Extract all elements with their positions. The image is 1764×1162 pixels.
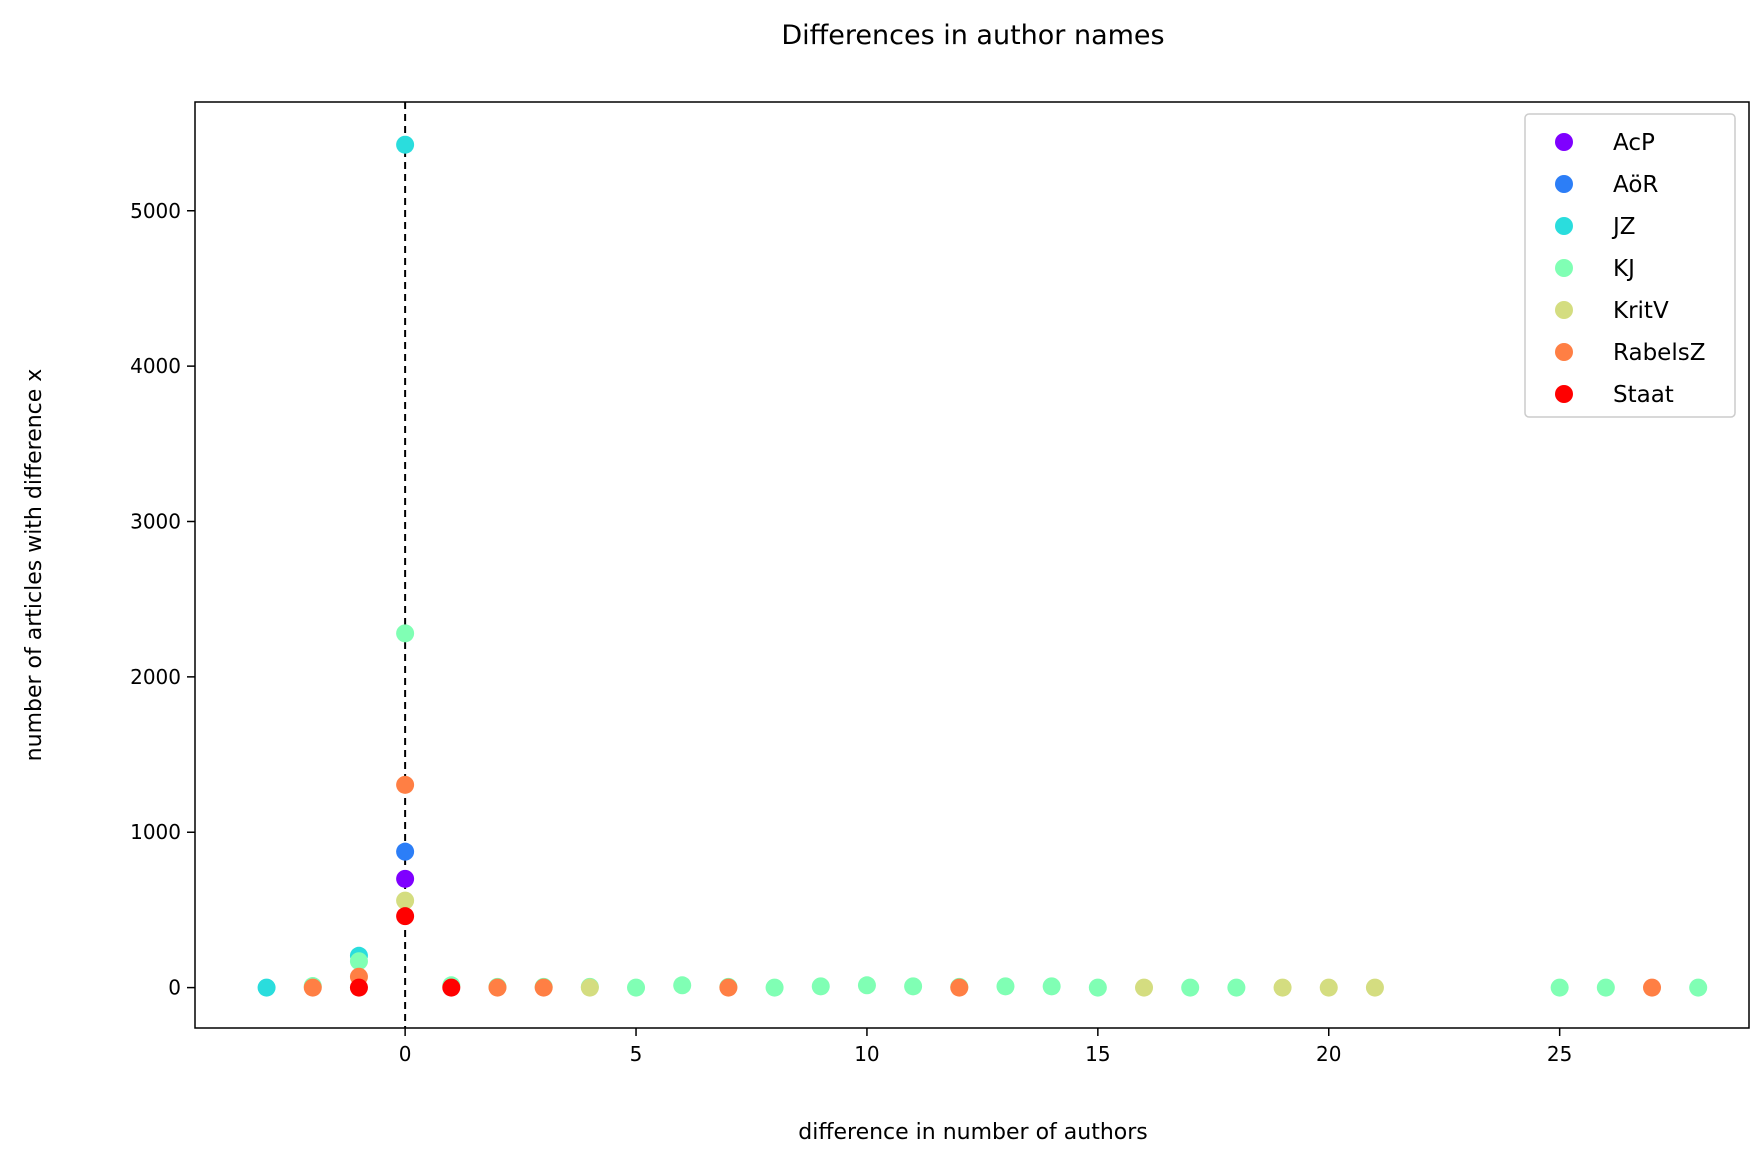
point-RabelsZ-6	[950, 978, 969, 997]
point-KJ-18	[1181, 978, 1200, 997]
x-tick-label: 20	[1316, 1042, 1341, 1066]
x-tick-label: 25	[1547, 1042, 1572, 1066]
point-KJ-22	[1689, 978, 1708, 997]
point-KJ-1	[349, 952, 368, 971]
point-AöR-0	[396, 842, 415, 861]
y-tick-label: 3000	[130, 509, 181, 533]
point-KritV-4	[1319, 978, 1338, 997]
point-JZ-0	[257, 978, 276, 997]
point-KJ-17	[1088, 978, 1107, 997]
legend-label-Staat: Staat	[1613, 382, 1674, 408]
legend-frame	[1524, 113, 1736, 418]
point-KJ-21	[1596, 978, 1615, 997]
point-KJ-20	[1550, 978, 1569, 997]
legend-marker-Staat	[1555, 385, 1573, 403]
x-tick-label: 15	[1085, 1042, 1110, 1066]
legend-marker-AcP	[1555, 133, 1573, 151]
point-Staat-0	[349, 978, 368, 997]
legend-label-KJ: KJ	[1613, 256, 1635, 282]
legend-marker-RabelsZ	[1555, 343, 1573, 361]
point-RabelsZ-7	[1643, 978, 1662, 997]
point-KJ-13	[904, 977, 923, 996]
x-axis: 0 5 10 15 20 25	[399, 1028, 1572, 1066]
series-KritV	[396, 891, 1384, 997]
legend-marker-JZ	[1555, 217, 1573, 235]
y-tick-label: 0	[168, 976, 181, 1000]
legend-marker-KJ	[1555, 259, 1573, 277]
point-KritV-5	[1365, 978, 1384, 997]
plot-frame	[194, 101, 1750, 1029]
point-KJ-16	[1042, 977, 1061, 996]
x-tick-label: 10	[854, 1042, 879, 1066]
legend-label-AöR: AöR	[1613, 172, 1658, 198]
point-JZ-2	[396, 135, 415, 154]
legend-marker-KritV	[1555, 301, 1573, 319]
legend-label-JZ: JZ	[1611, 214, 1636, 240]
legend-label-RabelsZ: RabelsZ	[1613, 340, 1705, 366]
point-KritV-2	[1135, 978, 1154, 997]
legend-label-AcP: AcP	[1613, 130, 1655, 156]
point-KritV-1	[580, 978, 599, 997]
point-KJ-15	[996, 977, 1015, 996]
point-Staat-2	[442, 978, 461, 997]
plot-area	[257, 102, 1708, 1028]
legend: AcP AöR JZ KJ KritV RabelsZ Staat	[1524, 113, 1736, 418]
point-KJ-8	[673, 976, 692, 995]
point-RabelsZ-5	[719, 978, 738, 997]
point-KritV-3	[1273, 978, 1292, 997]
point-AcP-0	[396, 869, 415, 888]
point-KJ-19	[1227, 978, 1246, 997]
point-KJ-11	[811, 977, 830, 996]
point-KJ-2	[396, 624, 415, 643]
point-KJ-7	[627, 978, 646, 997]
y-axis: 0 1000 2000 3000 4000 5000	[130, 199, 195, 1000]
point-Staat-1	[396, 907, 415, 926]
x-axis-label: difference in number of authors	[798, 1120, 1148, 1145]
point-RabelsZ-4	[534, 978, 553, 997]
x-tick-label: 0	[399, 1042, 412, 1066]
legend-marker-AöR	[1555, 175, 1573, 193]
y-tick-label: 1000	[130, 820, 181, 844]
point-RabelsZ-0	[303, 978, 322, 997]
series-AcP	[396, 869, 415, 888]
y-tick-label: 5000	[130, 199, 181, 223]
point-KritV-0	[396, 891, 415, 910]
series-RabelsZ	[303, 775, 1662, 997]
point-KJ-12	[857, 976, 876, 995]
y-tick-label: 2000	[130, 665, 181, 689]
point-RabelsZ-3	[488, 978, 507, 997]
legend-label-KritV: KritV	[1613, 298, 1669, 324]
y-tick-label: 4000	[130, 354, 181, 378]
point-KJ-10	[765, 978, 784, 997]
series-Staat	[349, 907, 461, 997]
series-AöR	[396, 842, 415, 861]
x-tick-label: 5	[630, 1042, 643, 1066]
point-RabelsZ-2	[396, 775, 415, 794]
y-axis-label: number of articles with difference x	[22, 369, 47, 762]
chart-title: Differences in author names	[781, 20, 1164, 51]
